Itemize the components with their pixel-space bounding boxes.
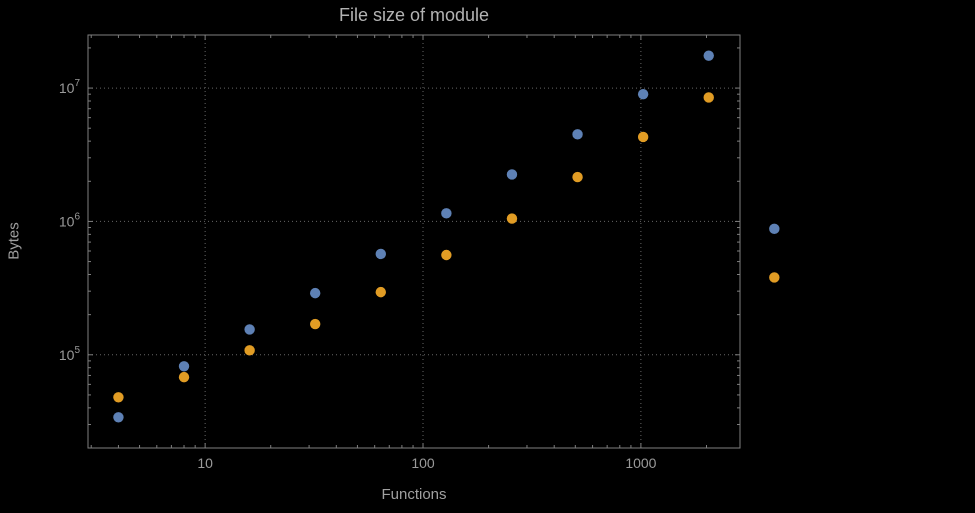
data-point-series-blue [244,324,255,335]
x-tick-label: 10 [197,455,213,471]
data-point-series-blue [178,361,190,372]
data-point-series-orange [769,272,780,283]
chart-title: File size of module [338,5,490,25]
data-point-series-orange [244,345,255,356]
data-point-series-orange [441,249,452,261]
data-point-series-orange [309,318,321,330]
data-point-series-orange [178,371,190,383]
data-point-series-blue [309,287,321,299]
y-tick-label: 106 [59,211,81,229]
data-point-series-orange [506,213,518,224]
data-point-series-blue [703,50,714,61]
data-point-series-orange [637,131,649,143]
data-point-series-orange [703,92,714,103]
data-point-series-blue [441,208,452,219]
data-point-series-orange [113,392,124,403]
data-point-series-orange [572,171,583,183]
data-point-series-blue [572,129,583,140]
y-tick-label: 105 [59,345,81,363]
x-tick-label: 1000 [625,455,656,471]
x-axis-label: Functions [381,486,447,503]
data-point-series-blue [113,412,124,423]
x-tick-label: 100 [411,455,435,471]
data-point-series-orange [375,286,386,298]
y-tick-label: 107 [59,78,81,96]
data-point-series-blue [637,88,649,100]
data-point-series-blue [769,223,780,235]
data-point-series-blue [375,248,386,260]
data-point-series-blue [506,169,518,180]
plot-frame [87,34,741,449]
